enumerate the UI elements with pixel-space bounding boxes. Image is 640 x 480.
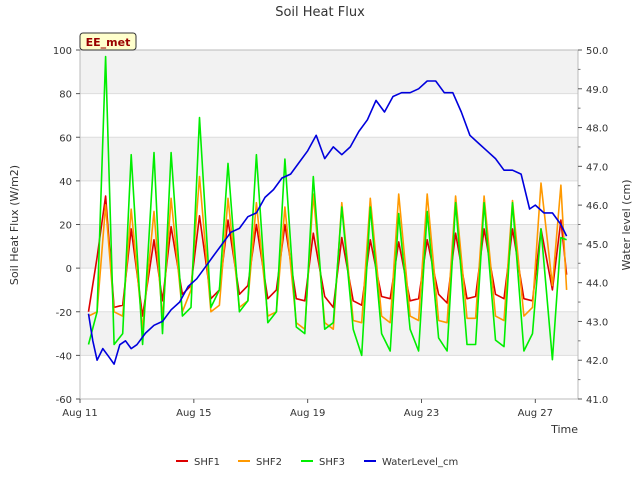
x-tick-label: Aug 27 bbox=[518, 408, 553, 419]
right-y-axis: 41.0 42.0 43.0 44.0 45.0 46.0 47.0 48.0 49.0 50.0 bbox=[578, 46, 608, 406]
y-axis-label: Soil Heat Flux (W/m2) bbox=[8, 165, 21, 285]
chart-title: Soil Heat Flux bbox=[275, 5, 365, 20]
band-3 bbox=[80, 50, 578, 94]
y-tick-label: 20 bbox=[59, 221, 72, 232]
x-tick-label: Aug 23 bbox=[404, 408, 439, 419]
y-tick-label: -40 bbox=[56, 351, 72, 362]
x-tick-label: Aug 19 bbox=[290, 408, 325, 419]
legend-label: SHF1 bbox=[194, 457, 220, 468]
y-tick-label: 40 bbox=[59, 177, 72, 188]
x-tick-label: Aug 15 bbox=[176, 408, 211, 419]
left-y-axis: -60 -40 -20 0 20 40 60 80 100 bbox=[53, 46, 80, 406]
y2-tick-label: 49.0 bbox=[586, 85, 608, 96]
series-line-waterlevel-cm bbox=[87, 80, 568, 365]
y2-tick-label: 46.0 bbox=[586, 201, 608, 212]
badge-box bbox=[79, 32, 137, 51]
y-tick-label: -60 bbox=[56, 395, 72, 406]
background-bands bbox=[80, 50, 578, 356]
y-tick-label: -20 bbox=[56, 308, 72, 319]
y-tick-label: 100 bbox=[53, 46, 72, 57]
band-1 bbox=[80, 224, 578, 269]
x-axis-label: Time bbox=[550, 423, 578, 436]
legend-label: SHF2 bbox=[256, 457, 282, 468]
station-badge: EE_met bbox=[79, 32, 137, 51]
band-0 bbox=[80, 311, 578, 356]
legend-label: WaterLevel_cm bbox=[382, 457, 458, 468]
y2-tick-label: 45.0 bbox=[586, 240, 608, 251]
y-tick-label: 80 bbox=[59, 90, 72, 101]
y-tick-label: 60 bbox=[59, 133, 72, 144]
y2-tick-label: 42.0 bbox=[586, 356, 608, 367]
legend-label: SHF3 bbox=[319, 457, 345, 468]
x-tick-label: Aug 11 bbox=[62, 408, 97, 419]
y2-tick-label: 41.0 bbox=[586, 395, 608, 406]
badge-label: EE_met bbox=[86, 36, 131, 49]
y2-tick-label: 48.0 bbox=[586, 124, 608, 135]
y2-tick-label: 43.0 bbox=[586, 317, 608, 328]
y2-tick-label: 44.0 bbox=[586, 279, 608, 290]
legend: SHF1 SHF2 SHF3 WaterLevel_cm bbox=[176, 457, 458, 468]
series-lines bbox=[87, 55, 568, 365]
y-tick-label: 0 bbox=[66, 264, 72, 275]
y2-tick-label: 50.0 bbox=[586, 46, 608, 57]
series-line-shf3 bbox=[87, 55, 567, 361]
plot-area bbox=[79, 49, 579, 400]
y2-tick-label: 47.0 bbox=[586, 162, 608, 173]
y2-axis-label: Water level (cm) bbox=[620, 179, 633, 270]
x-axis: Aug 11 Aug 15 Aug 19 Aug 23 Aug 27 bbox=[62, 399, 553, 419]
